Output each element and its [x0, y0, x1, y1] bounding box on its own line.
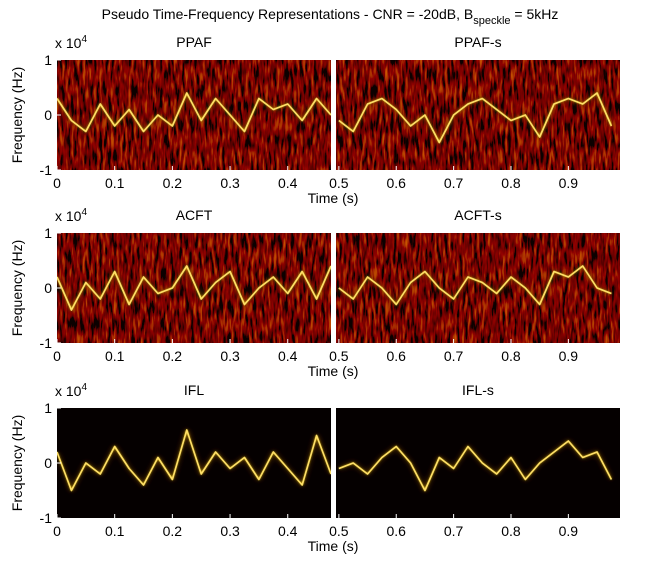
x-tick-label: 0 [53, 348, 61, 364]
multiplier-exponent: 4 [81, 34, 87, 45]
y-tick-label: -1 [40, 162, 53, 178]
plot-background [336, 408, 620, 518]
x-tick-label: 0.1 [105, 348, 125, 364]
x-tick-label: 0.1 [105, 523, 125, 539]
x-tick-label: 0 [53, 523, 61, 539]
x-tick-label: 0.4 [278, 348, 298, 364]
multiplier-base: x 10 [55, 208, 82, 224]
title-main: Pseudo Time-Frequency Representations - … [102, 6, 474, 22]
x-tick-label: 0.5 [329, 175, 349, 191]
figure-title: Pseudo Time-Frequency Representations - … [102, 6, 559, 27]
x-tick-label: 0.2 [163, 175, 183, 191]
y-multiplier: x 104 [55, 382, 87, 399]
x-tick-label: 0.4 [278, 523, 298, 539]
speckle-texture [336, 233, 620, 343]
y-multiplier: x 104 [55, 207, 87, 224]
panel-title: IFL-s [462, 382, 494, 398]
panel-title: IFL [184, 382, 204, 398]
x-tick-label: 0.9 [559, 348, 579, 364]
x-tick-label: 0.6 [387, 348, 407, 364]
x-tick-label: 0.5 [329, 348, 349, 364]
y-tick-label: -1 [40, 510, 53, 526]
y-tick-label: 1 [44, 400, 52, 416]
y-tick-label: -1 [40, 335, 53, 351]
x-tick-label: 0.3 [220, 348, 240, 364]
x-tick-label: 0.9 [559, 175, 579, 191]
ridge-line [57, 92, 331, 133]
plot-background [57, 408, 331, 518]
x-tick-label: 0.6 [387, 523, 407, 539]
ridge-line [338, 265, 612, 306]
x-tick-label: 0.3 [220, 523, 240, 539]
x-tick-label: 0.5 [329, 523, 349, 539]
y-tick-label: 0 [44, 280, 52, 296]
x-tick-label: 0.9 [559, 523, 579, 539]
y-tick-label: 0 [44, 455, 52, 471]
y-multiplier: x 104 [55, 34, 87, 51]
y-tick-label: 1 [44, 225, 52, 241]
x-tick-label: 0.6 [387, 175, 407, 191]
x-axis-label: Time (s) [308, 538, 359, 554]
x-tick-label: 0.7 [444, 175, 464, 191]
y-tick-label: 0 [44, 107, 52, 123]
multiplier-exponent: 4 [81, 207, 87, 218]
panel-title: ACFT-s [454, 207, 501, 223]
x-tick-label: 0.8 [501, 175, 521, 191]
x-tick-label: 0.1 [105, 175, 125, 191]
y-axis-label: Frequency (Hz) [9, 67, 25, 163]
x-tick-label: 0.8 [501, 348, 521, 364]
panel-title: PPAF [176, 34, 212, 50]
speckle-texture [57, 233, 331, 343]
ridge-line [338, 440, 613, 492]
multiplier-exponent: 4 [81, 382, 87, 393]
panel-title: ACFT [176, 207, 213, 223]
x-tick-label: 0.3 [220, 175, 240, 191]
x-axis-label: Time (s) [308, 190, 359, 206]
ridge-line [338, 92, 613, 144]
title-suffix: = 5kHz [511, 6, 559, 22]
speckle-texture [336, 60, 620, 170]
multiplier-base: x 10 [55, 35, 82, 51]
speckle-texture [57, 60, 331, 170]
y-axis-label: Frequency (Hz) [9, 415, 25, 511]
ridge-line [57, 429, 331, 492]
x-tick-label: 0.2 [163, 523, 183, 539]
x-tick-label: 0.7 [444, 348, 464, 364]
x-tick-label: 0.4 [278, 175, 298, 191]
x-tick-label: 0.2 [163, 348, 183, 364]
x-tick-label: 0.7 [444, 523, 464, 539]
ridge-line [57, 265, 331, 311]
title-subscript: speckle [473, 15, 510, 27]
x-axis-label: Time (s) [308, 363, 359, 379]
panel-title: PPAF-s [454, 34, 501, 50]
x-tick-label: 0.8 [501, 523, 521, 539]
y-tick-label: 1 [44, 52, 52, 68]
y-axis-label: Frequency (Hz) [9, 240, 25, 336]
multiplier-base: x 10 [55, 383, 82, 399]
x-tick-label: 0 [53, 175, 61, 191]
